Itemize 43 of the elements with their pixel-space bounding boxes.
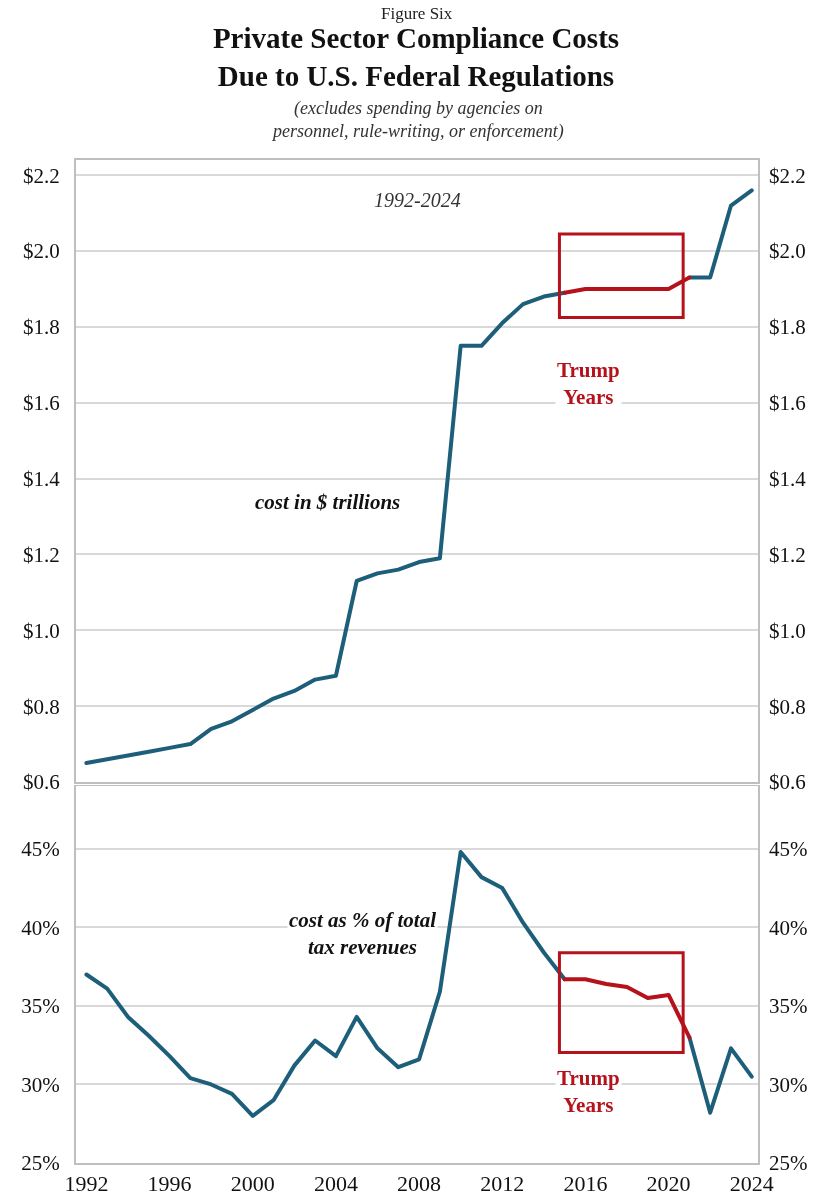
annotation: Trump Years xyxy=(557,1066,620,1118)
y2-tick-label: $1.6 xyxy=(769,391,806,416)
y-tick-label: $2.0 xyxy=(23,239,60,264)
y-tick-label: 45% xyxy=(21,837,60,862)
y-tick-label: $0.8 xyxy=(23,694,60,719)
y2-tick-label: $1.0 xyxy=(769,618,806,643)
annotation: 1992-2024 xyxy=(374,189,461,211)
y-tick-label: $0.6 xyxy=(23,770,60,795)
y-tick-label: $1.0 xyxy=(23,618,60,643)
chart-title: Private Sector Compliance Costs Due to U.S. Federal Regulations xyxy=(212,22,620,92)
y2-tick-label: $1.4 xyxy=(769,466,807,491)
y-tick-label: 30% xyxy=(21,1072,60,1097)
y-tick-label: $1.4 xyxy=(23,466,61,491)
x-tick-label: 2008 xyxy=(397,1171,442,1197)
y2-tick-label: $2.2 xyxy=(769,163,806,188)
y2-tick-label: $2.0 xyxy=(769,239,806,264)
x-tick-label: 2012 xyxy=(480,1171,525,1197)
y-tick-label: 25% xyxy=(21,1151,60,1176)
x-tick-label: 2004 xyxy=(313,1171,358,1197)
annotation: cost as % of total tax revenues xyxy=(289,908,437,960)
x-tick-label: 2016 xyxy=(563,1171,608,1197)
chart-subtitle: (excludes spending by agencies on personnel, rule-writing, or enforcement) xyxy=(271,98,564,143)
y2-tick-label: 40% xyxy=(769,915,808,940)
y2-tick-label: $1.2 xyxy=(769,542,806,567)
y-tick-label: $1.2 xyxy=(23,542,60,567)
y2-tick-label: $1.8 xyxy=(769,315,806,340)
y-tick-label: 35% xyxy=(21,994,60,1019)
text: Figure Six xyxy=(381,4,453,23)
y2-tick-label: 45% xyxy=(769,837,808,862)
y-tick-label: $1.6 xyxy=(23,391,60,416)
y2-tick-label: 35% xyxy=(769,994,808,1019)
annotation: cost in $ trillions xyxy=(255,490,401,514)
y2-tick-label: 30% xyxy=(769,1072,808,1097)
x-tick-label: 2000 xyxy=(230,1171,275,1197)
annotation: Trump Years xyxy=(557,358,620,410)
y-tick-label: $2.2 xyxy=(23,163,60,188)
y-tick-label: $1.8 xyxy=(23,315,60,340)
x-tick-label: 1992 xyxy=(64,1171,109,1197)
y2-tick-label: $0.6 xyxy=(769,770,806,795)
y-tick-label: 40% xyxy=(21,915,60,940)
x-tick-label: 2020 xyxy=(646,1171,691,1197)
x-tick-label: 1996 xyxy=(147,1171,192,1197)
y2-tick-label: $0.8 xyxy=(769,694,806,719)
